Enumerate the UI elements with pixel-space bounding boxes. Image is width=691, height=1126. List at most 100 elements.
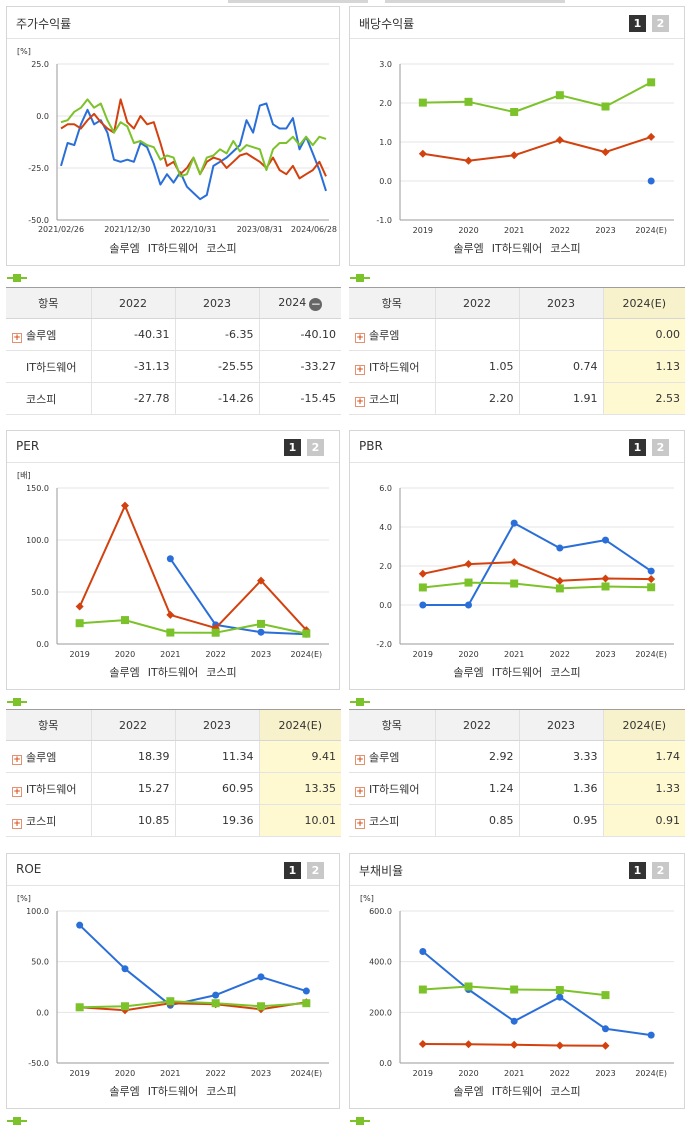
data-point bbox=[510, 151, 519, 160]
data-point bbox=[302, 987, 310, 995]
y-tick-label: -1.0 bbox=[376, 216, 392, 225]
x-tick-label: 2024(E) bbox=[635, 650, 667, 659]
expand-icon[interactable]: + bbox=[12, 332, 22, 343]
expand-icon[interactable]: + bbox=[355, 754, 365, 765]
legend-item: 솔루엠 bbox=[7, 664, 140, 706]
data-point bbox=[556, 544, 564, 552]
data-point bbox=[121, 965, 129, 973]
pbr-table: 항목 2022 2023 2024(E) + 솔루엠 2.92 3.33 1.74 + IT하드웨어… bbox=[349, 709, 685, 837]
legend-item: IT하드웨어 bbox=[350, 240, 543, 282]
expand-icon[interactable]: + bbox=[355, 396, 365, 407]
legend-label: IT하드웨어 bbox=[491, 242, 543, 255]
column-header: 항목 bbox=[349, 709, 435, 741]
table-cell: 1.91 bbox=[518, 382, 603, 415]
data-point bbox=[555, 584, 564, 593]
page-1-button[interactable]: 1 bbox=[629, 862, 646, 879]
chart-legend: 솔루엠 IT하드웨어 코스피 bbox=[350, 1083, 684, 1125]
table-row: + IT하드웨어 1.24 1.36 1.33 bbox=[349, 772, 685, 805]
row-label[interactable]: + 코스피 bbox=[6, 804, 91, 837]
y-tick-label: 2.0 bbox=[379, 99, 392, 108]
x-tick-label: 2021/12/30 bbox=[104, 225, 150, 234]
table-row: 코스피 -27.78 -14.26 -15.45 bbox=[6, 382, 341, 415]
table-cell: 0.74 bbox=[518, 350, 603, 383]
y-tick-label: 0.0 bbox=[379, 177, 392, 186]
data-point bbox=[510, 985, 519, 994]
page-1-button[interactable]: 1 bbox=[284, 439, 301, 456]
column-header: 2023 bbox=[518, 287, 603, 319]
page-2-button[interactable]: 2 bbox=[307, 439, 324, 456]
panel-title: PBR bbox=[359, 439, 383, 453]
x-tick-label: 2020 bbox=[115, 650, 135, 659]
expand-icon[interactable]: + bbox=[355, 786, 365, 797]
data-point bbox=[418, 149, 427, 158]
expand-icon[interactable]: + bbox=[12, 818, 22, 829]
series-line bbox=[422, 81, 652, 113]
legend-label: 코스피 bbox=[550, 242, 581, 255]
column-header: 항목 bbox=[6, 287, 91, 319]
row-label[interactable]: + IT하드웨어 bbox=[349, 350, 435, 383]
row-label[interactable]: + 솔루엠 bbox=[6, 740, 91, 773]
row-label[interactable]: + 솔루엠 bbox=[6, 318, 91, 351]
expand-icon[interactable]: + bbox=[355, 364, 365, 375]
x-tick-label: 2022 bbox=[550, 226, 570, 235]
y-unit-label: [%] bbox=[17, 47, 31, 56]
page-1-button[interactable]: 1 bbox=[629, 15, 646, 32]
page-2-button[interactable]: 2 bbox=[652, 439, 669, 456]
legend-label: IT하드웨어 bbox=[491, 1085, 543, 1098]
expand-icon[interactable]: + bbox=[12, 754, 22, 765]
expand-icon[interactable]: + bbox=[12, 786, 22, 797]
row-label[interactable]: + IT하드웨어 bbox=[6, 772, 91, 805]
data-point bbox=[510, 519, 518, 527]
x-tick-label: 2019 bbox=[413, 226, 433, 235]
data-point bbox=[121, 1006, 129, 1015]
row-label[interactable]: + 코스피 bbox=[349, 804, 435, 837]
table-cell: 13.35 bbox=[258, 772, 341, 805]
legend-label: 솔루엠 bbox=[453, 666, 484, 679]
collapse-icon[interactable]: − bbox=[309, 296, 323, 311]
expand-icon[interactable]: + bbox=[355, 818, 365, 829]
y-tick-label: 600.0 bbox=[369, 907, 392, 916]
y-unit-label: [%] bbox=[360, 894, 374, 903]
row-label[interactable]: + 솔루엠 bbox=[349, 318, 435, 351]
page-1-button[interactable]: 1 bbox=[284, 862, 301, 879]
row-label[interactable]: + 코스피 bbox=[349, 382, 435, 415]
expand-icon[interactable]: + bbox=[355, 332, 365, 343]
legend-item: 코스피 bbox=[7, 664, 237, 706]
data-point bbox=[75, 1003, 84, 1012]
x-tick-label: 2023 bbox=[251, 650, 271, 659]
y-tick-label: -25.0 bbox=[28, 164, 49, 173]
table-cell: 1.05 bbox=[434, 350, 519, 383]
x-tick-label: 2021/02/26 bbox=[38, 225, 84, 234]
data-point bbox=[418, 583, 427, 592]
roe-panel: ROE 1 2 [%] 100.0 50.0 0.0 -50.0 2019 2020 2021… bbox=[6, 853, 340, 1125]
series-line bbox=[60, 98, 327, 180]
data-point bbox=[602, 536, 609, 544]
row-label[interactable]: + 솔루엠 bbox=[349, 740, 435, 773]
table-row: + 솔루엠 -40.31 -6.35 -40.10 bbox=[6, 318, 341, 351]
panel-title: PER bbox=[16, 439, 40, 453]
y-tick-label: 3.0 bbox=[379, 60, 392, 69]
column-header: 2024(E) bbox=[602, 287, 685, 319]
page-1-button[interactable]: 1 bbox=[629, 439, 646, 456]
panel-title: 부채비율 bbox=[359, 864, 404, 878]
series-line bbox=[422, 561, 652, 582]
table-cell bbox=[518, 318, 603, 351]
series-line bbox=[422, 581, 652, 590]
legend-item: IT하드웨어 bbox=[7, 240, 198, 282]
pbr-chart: 6.0 4.0 2.0 0.0 -2.0 2019 2020 2021 2022 2023 2024… bbox=[376, 484, 674, 659]
page-2-button[interactable]: 2 bbox=[652, 862, 669, 879]
data-point bbox=[464, 1040, 473, 1049]
table-row: + 코스피 2.20 1.91 2.53 bbox=[349, 382, 685, 415]
data-point bbox=[647, 132, 656, 141]
legend-label: IT하드웨어 bbox=[147, 1085, 199, 1098]
series-line bbox=[60, 102, 327, 201]
row-label[interactable]: + IT하드웨어 bbox=[349, 772, 435, 805]
legend-item: 솔루엠 bbox=[7, 240, 140, 282]
page-2-button[interactable]: 2 bbox=[307, 862, 324, 879]
data-point bbox=[257, 973, 265, 981]
legend-marker-icon bbox=[350, 274, 370, 282]
table-cell: 11.34 bbox=[174, 740, 259, 773]
page-2-button[interactable]: 2 bbox=[652, 15, 669, 32]
per-panel: PER 1 2 [배] 150.0 100.0 50.0 0.0 2019 2020 2021… bbox=[6, 430, 340, 706]
